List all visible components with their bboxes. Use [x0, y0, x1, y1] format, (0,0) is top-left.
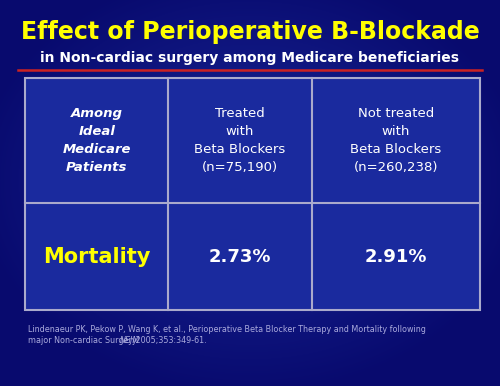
Text: 2.91%: 2.91% [364, 248, 427, 266]
Text: Among
Ideal
Medicare
Patients: Among Ideal Medicare Patients [62, 107, 131, 174]
Text: Lindenaeur PK, Pekow P, Wang K, et al., Perioperative Beta Blocker Therapy and M: Lindenaeur PK, Pekow P, Wang K, et al., … [28, 325, 426, 334]
Text: 2005;353:349-61.: 2005;353:349-61. [133, 336, 206, 345]
Text: 2.73%: 2.73% [208, 248, 271, 266]
Text: Mortality: Mortality [43, 247, 150, 267]
Bar [25, 78, 480, 310]
Text: in Non-cardiac surgery among Medicare beneficiaries: in Non-cardiac surgery among Medicare be… [40, 51, 460, 65]
Text: major Non-cardiac Surgery.: major Non-cardiac Surgery. [28, 336, 143, 345]
Bar [25, 78, 480, 310]
Text: Not treated
with
Beta Blockers
(n=260,238): Not treated with Beta Blockers (n=260,23… [350, 107, 442, 174]
Text: Effect of Perioperative B-Blockade: Effect of Perioperative B-Blockade [20, 20, 479, 44]
Text: NEJM: NEJM [120, 336, 140, 345]
Text: Treated
with
Beta Blockers
(n=75,190): Treated with Beta Blockers (n=75,190) [194, 107, 286, 174]
